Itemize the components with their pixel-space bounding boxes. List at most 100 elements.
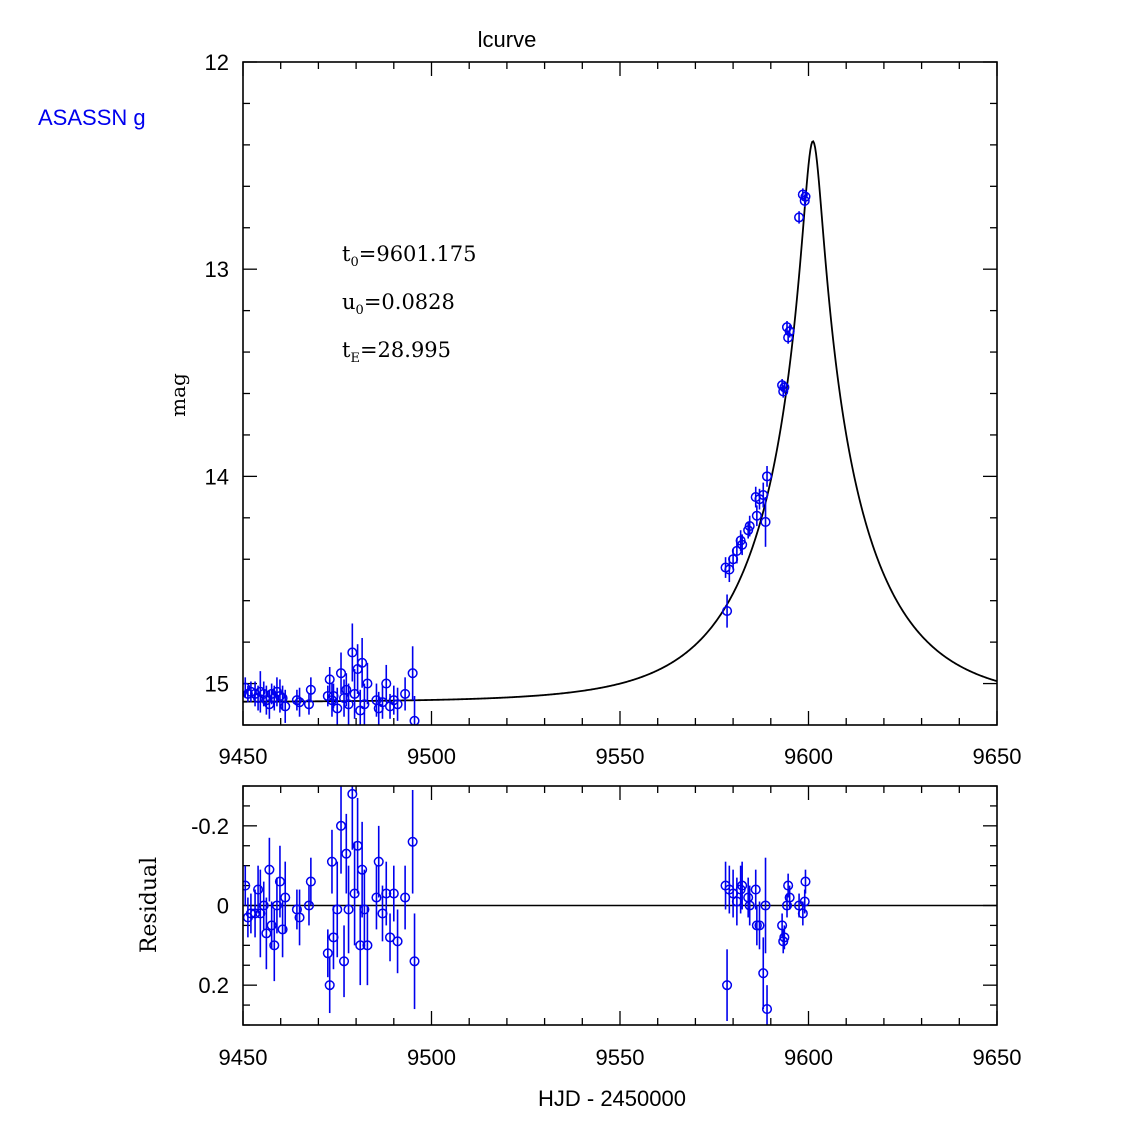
data-point	[362, 678, 373, 689]
data-point	[274, 690, 285, 702]
data-point	[778, 936, 789, 947]
data-point	[291, 695, 302, 706]
data-point	[779, 932, 790, 943]
data-point	[758, 968, 769, 979]
data-point	[269, 940, 280, 951]
data-point	[326, 856, 338, 867]
data-point	[277, 924, 288, 935]
y-tick-label: 12	[205, 50, 229, 75]
data-point	[760, 516, 771, 528]
residual-panel: Residual HJD - 2450000 9450 9500 9550 9600 9…	[137, 785, 1021, 1111]
data-point	[322, 948, 333, 959]
data-point	[359, 699, 370, 710]
model-curve	[243, 140, 997, 703]
data-point	[264, 864, 275, 875]
lightcurve-panel: lcurve ASASSN g mag t0=9601.175 u0=0.082…	[38, 27, 1021, 769]
chart-title: lcurve	[478, 27, 537, 52]
y-tick-label: 0	[217, 894, 229, 919]
data-point	[407, 668, 418, 679]
data-point	[324, 980, 335, 991]
data-point	[758, 489, 769, 501]
data-point	[294, 697, 305, 708]
data-point	[280, 701, 291, 712]
data-point	[409, 715, 420, 725]
data-point	[750, 884, 761, 895]
data-point	[271, 900, 282, 911]
data-point	[783, 332, 794, 343]
annotation-tE: tE=28.995	[342, 338, 451, 366]
main-axes-frame	[242, 61, 998, 726]
annotation-tE-symbol: t	[342, 338, 351, 362]
data-point	[388, 888, 399, 899]
x-axis-label: HJD - 2450000	[538, 1086, 686, 1111]
data-point	[347, 788, 358, 800]
y-axis-label-mag: mag	[166, 373, 190, 417]
data-point	[754, 920, 765, 931]
data-point	[744, 900, 755, 911]
main-tick-labels: 9450 9500 9550 9600 9650 12 13 14 15	[205, 50, 1022, 769]
data-point	[347, 647, 358, 658]
data-point	[761, 471, 773, 482]
x-tick-label: 9600	[784, 1045, 833, 1070]
x-tick-label: 9650	[973, 744, 1022, 769]
data-point	[335, 820, 347, 831]
data-point	[274, 876, 285, 887]
y-tick-label: 0.2	[198, 973, 229, 998]
data-point	[359, 904, 370, 915]
y-tick-label: -0.2	[191, 814, 229, 839]
data-point	[744, 521, 755, 532]
data-point	[250, 908, 261, 919]
data-point	[373, 856, 384, 867]
annotation-tE-subscript: E	[350, 351, 360, 366]
data-point	[751, 510, 762, 521]
data-point	[349, 688, 360, 699]
data-point	[261, 928, 272, 939]
annotation-u0-symbol: u	[342, 290, 356, 314]
data-point	[407, 836, 418, 847]
data-point	[777, 380, 788, 391]
data-point	[777, 920, 788, 931]
data-point	[381, 678, 392, 689]
data-point	[280, 892, 291, 903]
data-point	[357, 657, 368, 668]
data-point	[737, 880, 748, 891]
annotation-t0: t0=9601.175	[342, 242, 477, 270]
data-point	[799, 896, 810, 907]
data-point	[305, 684, 316, 695]
data-point	[338, 956, 350, 967]
data-point	[357, 864, 368, 875]
data-point	[384, 932, 396, 943]
data-point	[371, 892, 382, 903]
data-point	[760, 900, 771, 911]
dataset-label: ASASSN g	[38, 105, 146, 130]
data-point	[722, 605, 733, 617]
x-tick-label: 9600	[784, 744, 833, 769]
data-point	[784, 326, 795, 337]
x-tick-label: 9500	[407, 1045, 456, 1070]
residual-tick-labels: 9450 9500 9550 9600 9650 -0.2 0 0.2	[191, 814, 1021, 1070]
data-point	[341, 684, 352, 695]
residual-plot-area	[243, 786, 997, 1025]
data-point	[800, 876, 811, 887]
main-ticks	[242, 61, 998, 726]
annotation-tE-value: =28.995	[360, 338, 451, 362]
data-point	[794, 212, 805, 223]
data-point	[343, 904, 354, 915]
main-data-points	[243, 188, 811, 725]
data-point	[332, 703, 343, 714]
data-point	[400, 688, 411, 699]
data-point	[409, 956, 420, 967]
data-point	[253, 884, 264, 895]
data-point	[349, 888, 360, 899]
x-tick-label: 9550	[596, 1045, 645, 1070]
data-point	[303, 699, 315, 710]
annotation-u0: u0=0.0828	[342, 290, 455, 318]
residual-axes-frame	[242, 785, 998, 1026]
data-point	[258, 900, 269, 911]
main-plot-area	[243, 140, 997, 725]
data-point	[362, 940, 373, 951]
data-point	[392, 936, 403, 947]
x-tick-label: 9550	[596, 744, 645, 769]
annotation-t0-value: =9601.175	[359, 242, 477, 266]
